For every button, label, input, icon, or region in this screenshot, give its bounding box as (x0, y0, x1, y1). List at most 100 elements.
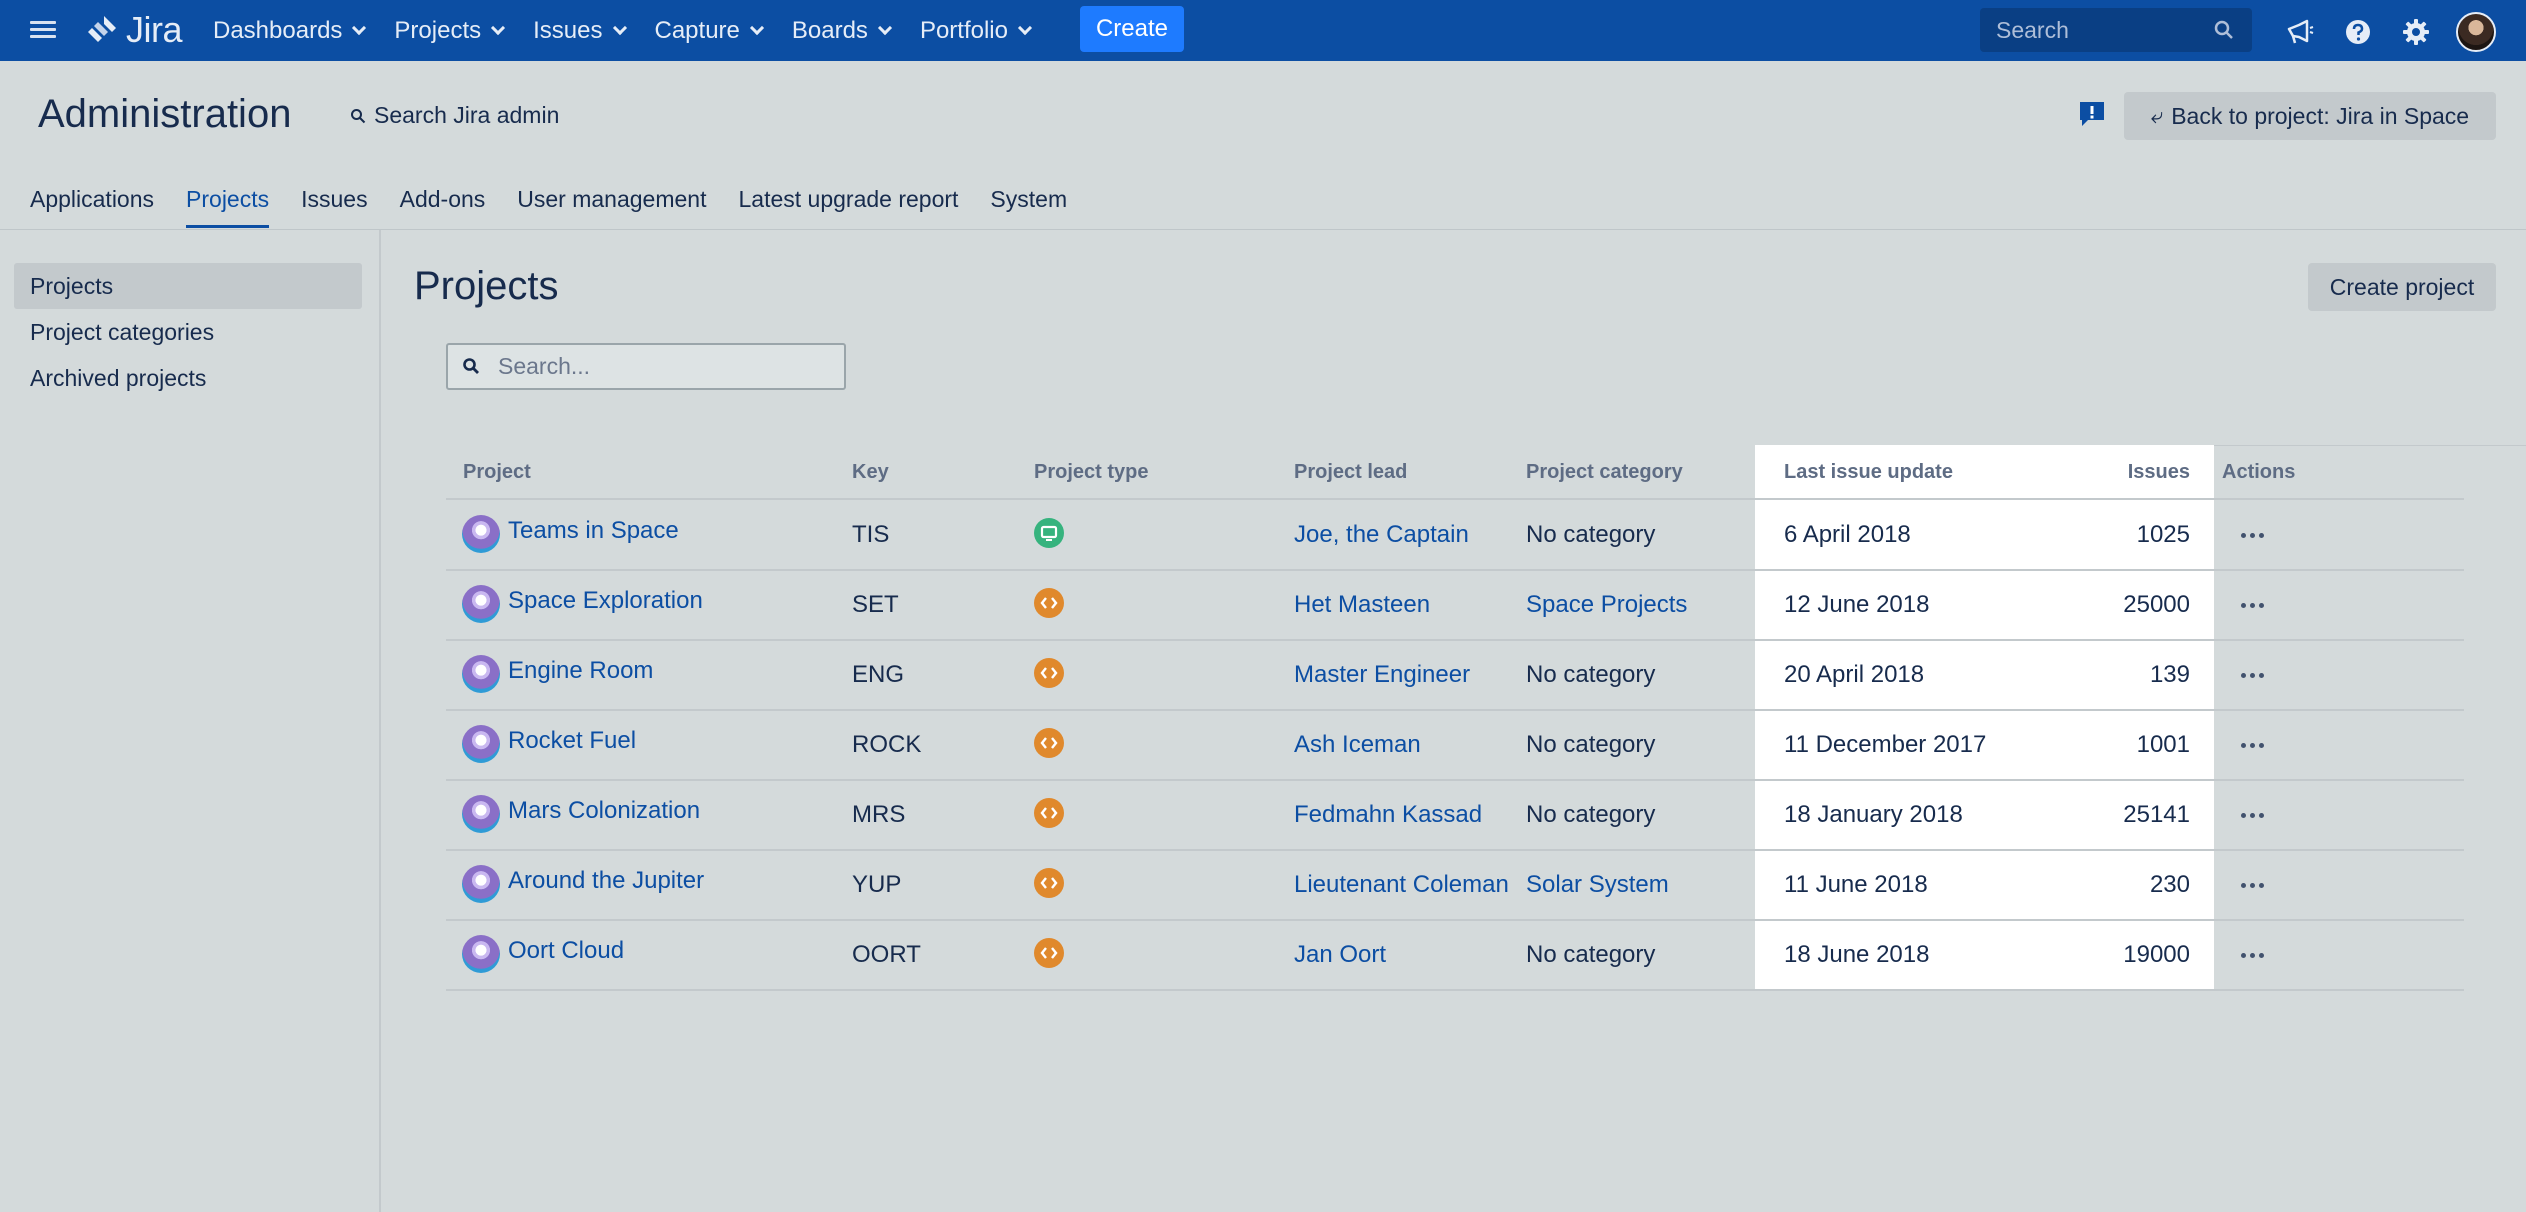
tab-issues[interactable]: Issues (301, 186, 368, 212)
tab-applications[interactable]: Applications (30, 186, 155, 212)
issue-count: 139 (2149, 661, 2190, 688)
software-project-icon (1034, 588, 1064, 618)
project-lead-link[interactable]: Master Engineer (1294, 661, 1471, 688)
notifications-icon[interactable] (2282, 14, 2318, 50)
software-project-icon (1034, 728, 1064, 758)
highlighted-columns (1755, 445, 2214, 989)
project-name-link[interactable]: Oort Cloud (508, 937, 625, 964)
nav-projects[interactable]: Projects (394, 16, 506, 45)
column-header-project[interactable]: Project (463, 461, 531, 483)
column-header-last-issue-update[interactable]: Last issue update (1784, 461, 1953, 483)
user-avatar[interactable] (2456, 12, 2496, 52)
tab-add-ons[interactable]: Add-ons (399, 186, 486, 212)
app-switcher-icon[interactable] (30, 18, 56, 42)
row-divider (446, 709, 2464, 711)
more-actions-icon[interactable] (2232, 520, 2272, 550)
project-search (446, 343, 846, 390)
search-icon[interactable] (2214, 20, 2234, 40)
issue-count: 1001 (2136, 731, 2190, 758)
projects-title: Projects (414, 264, 559, 308)
nav-icon-group (2282, 12, 2496, 52)
last-issue-update: 18 January 2018 (1784, 801, 1963, 828)
nav-boards[interactable]: Boards (791, 16, 893, 45)
more-actions-icon[interactable] (2232, 800, 2272, 830)
software-project-icon (1034, 658, 1064, 688)
last-issue-update: 20 April 2018 (1784, 661, 1925, 688)
project-lead-link[interactable]: Lieutenant Coleman (1294, 871, 1509, 898)
nav-menu: Dashboards Projects Issues Capture Boards Por… (213, 0, 1060, 61)
column-header-key[interactable]: Key (852, 461, 889, 483)
project-category: No category (1526, 801, 1656, 828)
project-name-link[interactable]: Teams in Space (508, 517, 679, 544)
nav-portfolio-label: Portfolio (919, 16, 1008, 44)
project-lead-link[interactable]: Ash Iceman (1294, 731, 1421, 758)
more-actions-icon[interactable] (2232, 660, 2272, 690)
column-header-issues[interactable]: Issues (2127, 461, 2190, 483)
tab-user-management[interactable]: User management (517, 186, 707, 212)
sidebar-item-archived-projects[interactable]: Archived projects (30, 364, 207, 391)
project-key: MRS (852, 801, 906, 828)
page-title: Administration (38, 92, 292, 136)
more-actions-icon[interactable] (2232, 590, 2272, 620)
project-name-link[interactable]: Rocket Fuel (508, 727, 637, 754)
feedback-icon[interactable] (2078, 100, 2106, 128)
chevron-down-icon (1017, 20, 1033, 35)
project-lead-link[interactable]: Het Masteen (1294, 591, 1431, 618)
column-header-project-type[interactable]: Project type (1034, 461, 1149, 483)
global-search (1980, 8, 2252, 52)
search-icon (463, 358, 479, 374)
project-lead-link[interactable]: Joe, the Captain (1294, 521, 1469, 548)
project-name-link[interactable]: Around the Jupiter (508, 867, 705, 894)
project-category[interactable]: Solar System (1526, 871, 1669, 898)
more-actions-icon[interactable] (2232, 940, 2272, 970)
nav-issues[interactable]: Issues (533, 17, 627, 45)
project-key: TIS (852, 521, 890, 548)
tab-system[interactable]: System (990, 186, 1068, 212)
search-jira-admin[interactable]: Search Jira admin (350, 102, 559, 129)
project-name-link[interactable]: Space Exploration (508, 587, 703, 614)
sidebar-item-project-categories[interactable]: Project categories (30, 318, 215, 345)
top-navigation: Jira Dashboards Projects Issues Capture Boar… (0, 0, 2526, 61)
column-header-project-category[interactable]: Project category (1526, 461, 1683, 483)
nav-projects-label: Projects (394, 16, 482, 44)
chevron-down-icon (352, 20, 367, 35)
back-to-project-label: Back to project: Jira in Space (2171, 102, 2470, 129)
sidebar-item-projects[interactable]: Projects (14, 263, 362, 309)
software-project-icon (1034, 798, 1064, 828)
nav-capture[interactable]: Capture (655, 17, 764, 45)
row-divider (446, 639, 2464, 641)
nav-portfolio[interactable]: Portfolio (919, 16, 1033, 45)
issue-count: 230 (2149, 871, 2190, 898)
back-to-project-button[interactable]: ⤶ Back to project: Jira in Space (2124, 92, 2496, 140)
more-actions-icon[interactable] (2232, 870, 2272, 900)
tab-latest-upgrade-report[interactable]: Latest upgrade report (738, 186, 959, 212)
software-project-icon (1034, 868, 1064, 898)
more-actions-icon[interactable] (2232, 730, 2272, 760)
column-header-project-lead[interactable]: Project lead (1294, 461, 1408, 483)
jira-logo-icon (88, 16, 116, 42)
nav-dashboards[interactable]: Dashboards (213, 17, 367, 45)
project-category: No category (1526, 521, 1656, 548)
column-header-actions[interactable]: Actions (2222, 461, 2296, 483)
issue-count: 1025 (2136, 521, 2190, 548)
last-issue-update: 12 June 2018 (1784, 591, 1930, 618)
project-search-input[interactable] (498, 345, 838, 388)
project-category[interactable]: Space Projects (1526, 591, 1688, 618)
issue-count: 25000 (2123, 591, 2190, 618)
project-lead-link[interactable]: Fedmahn Kassad (1294, 801, 1483, 828)
jira-logo[interactable]: Jira (86, 9, 183, 50)
global-search-input[interactable] (1980, 8, 2200, 52)
create-project-button[interactable]: Create project (2308, 263, 2496, 311)
service-desk-project-icon (1034, 518, 1064, 548)
project-avatar-icon (462, 585, 500, 623)
project-name-link[interactable]: Mars Colonization (508, 797, 701, 824)
create-button[interactable]: Create (1080, 6, 1184, 52)
settings-icon[interactable] (2398, 14, 2434, 50)
nav-boards-label: Boards (791, 16, 868, 44)
project-lead-link[interactable]: Jan Oort (1294, 941, 1387, 968)
back-arrow-icon: ⤶ (2150, 103, 2164, 128)
chevron-down-icon (491, 20, 506, 35)
help-icon[interactable] (2340, 14, 2376, 50)
tab-projects[interactable]: Projects (186, 186, 270, 228)
project-name-link[interactable]: Engine Room (508, 657, 654, 684)
